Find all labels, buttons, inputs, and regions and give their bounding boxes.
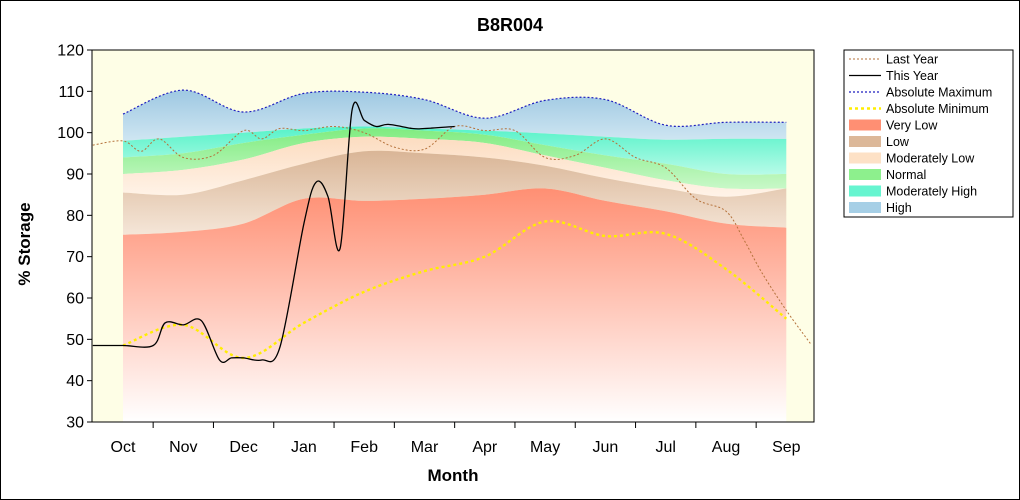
legend-label-this-year: This Year xyxy=(886,69,938,83)
x-tick-label: Jun xyxy=(593,439,619,456)
band-low xyxy=(123,150,787,235)
legend-marker-moderately-low xyxy=(849,152,881,164)
y-tick-label: 70 xyxy=(66,249,84,266)
y-axis-label: % Storage xyxy=(15,202,34,285)
y-tick-label: 90 xyxy=(66,167,84,184)
legend-marker-very-low xyxy=(849,119,881,131)
x-tick-label: Nov xyxy=(169,439,197,456)
y-tick-label: 100 xyxy=(57,125,84,142)
band-moderately-low xyxy=(123,136,787,197)
legend-label-very-low: Very Low xyxy=(886,119,938,133)
legend-marker-low xyxy=(849,136,881,147)
legend: Last Year This Year Absolute Maximum Absolu… xyxy=(843,49,1014,218)
x-tick-label: Feb xyxy=(350,439,378,456)
band-high xyxy=(123,90,787,141)
x-tick-label: Jul xyxy=(655,439,675,456)
legend-label-absolute-maximum: Absolute Maximum xyxy=(886,86,992,100)
legend-label-absolute-minimum: Absolute Minimum xyxy=(886,102,989,116)
y-tick-label: 80 xyxy=(66,208,84,225)
band-normal xyxy=(123,128,787,190)
x-tick-label: Aug xyxy=(712,439,740,456)
y-tick-label: 30 xyxy=(66,415,84,432)
legend-label-high: High xyxy=(886,201,912,215)
plot-border xyxy=(91,49,815,423)
last-year-line xyxy=(92,125,811,344)
legend-marker-moderately-high xyxy=(849,185,881,197)
legend-label-moderately-low: Moderately Low xyxy=(886,152,975,166)
x-axis-label: Month xyxy=(428,466,479,485)
band-very-low xyxy=(123,188,787,422)
x-tick-label: Oct xyxy=(111,439,136,456)
x-tick-label: Mar xyxy=(411,439,439,456)
y-tick-label: 50 xyxy=(66,332,84,349)
legend-marker-high xyxy=(849,202,881,213)
band-moderately-high xyxy=(123,126,787,175)
x-tick-label: Apr xyxy=(472,439,498,456)
y-tick-label: 40 xyxy=(66,373,84,390)
x-tick-label: Jan xyxy=(291,439,317,456)
x-tick-label: May xyxy=(530,439,560,456)
y-tick-label: 60 xyxy=(66,291,84,308)
absolute-minimum-line xyxy=(122,219,788,360)
legend-label-last-year: Last Year xyxy=(886,53,938,67)
legend-label-normal: Normal xyxy=(886,168,926,182)
x-tick-label: Sep xyxy=(772,439,801,456)
legend-label-low: Low xyxy=(886,135,910,149)
this-year-line xyxy=(92,101,455,363)
y-tick-label: 120 xyxy=(57,43,84,60)
x-tick-label: Dec xyxy=(229,439,257,456)
y-tick-label: 110 xyxy=(58,84,84,101)
legend-label-moderately-high: Moderately High xyxy=(886,185,977,199)
legend-marker-normal xyxy=(849,169,881,180)
chart-title: B8R004 xyxy=(477,15,543,35)
